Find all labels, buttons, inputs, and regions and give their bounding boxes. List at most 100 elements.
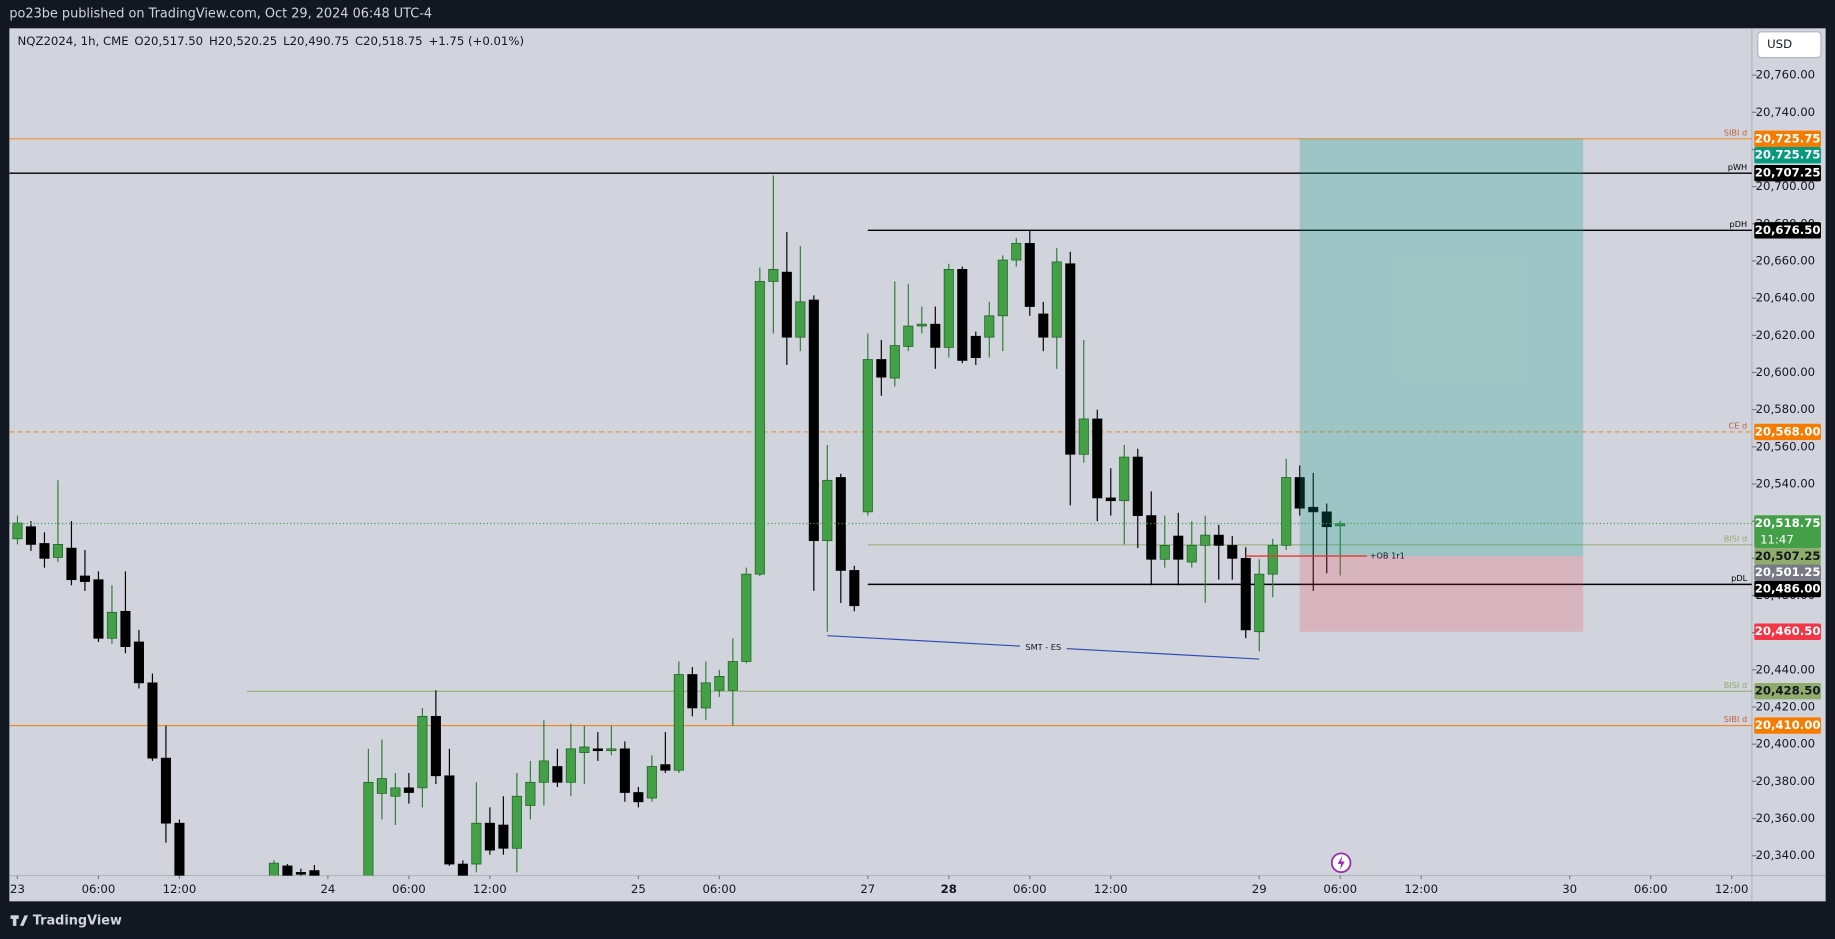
header: po23be published on TradingView.com, Oct… [9,7,432,22]
x-tick-label: 24 [320,882,335,896]
candle-body [403,787,414,793]
x-tick-label: 25 [631,882,646,896]
price-label: 20,568.00 [1755,424,1821,438]
legend-item: NQZ2024, 1h, CME [18,34,129,48]
candle-body [660,764,671,771]
candle-body [120,610,131,647]
candle-body [862,359,873,513]
legend-item: +1.75 (+0.01%) [428,34,524,48]
price-label-box [1754,423,1821,441]
price-label: 20,725.75 [1755,131,1821,145]
candle-body [781,271,792,338]
candle-body [79,575,90,582]
candle-body [417,715,428,789]
candle-body [457,863,468,876]
candle-body [1132,456,1143,516]
candle-body [25,526,36,545]
candle-body [714,676,725,691]
price-label: 20,707.25 [1755,166,1821,180]
y-tick-label: 20,440.00 [1756,662,1815,676]
y-tick-label: 20,380.00 [1756,774,1815,788]
price-label: 20,725.75 [1755,148,1821,162]
candle-body [444,775,455,865]
x-tick-label: 27 [860,882,875,896]
x-tick-label: 06:00 [702,882,736,896]
candle-body [633,792,644,803]
candle-body [1051,261,1062,338]
price-label-box [1754,130,1821,147]
candle-body [1267,544,1278,575]
y-tick-label: 20,400.00 [1756,737,1815,751]
price-label-box [1754,623,1821,640]
candle-body [997,259,1008,317]
price-label-box [1754,146,1821,164]
y-tick-label: 20,360.00 [1756,811,1815,825]
order-block-label: +OB 1r1 [1370,551,1405,561]
price-label-box [1754,515,1821,549]
price-label-box [1754,580,1821,598]
price-label: 20,501.25 [1755,565,1821,579]
candle-body [619,748,630,793]
smt-label: SMT - ES [1025,642,1061,652]
legend-item: L20,490.75 [283,34,349,48]
legend-item: C20,518.75 [355,34,423,48]
candle-body [1092,418,1103,499]
candle-body [808,299,819,542]
loss-zone [1299,556,1584,632]
candle-body [1146,515,1157,560]
candle-body [498,824,509,849]
candle-body [795,301,806,338]
x-tick-label: 12:00 [1404,882,1438,896]
price-label: 20,507.25 [1755,549,1821,563]
price-label: 20,428.50 [1755,684,1821,698]
currency[interactable]: USD [1767,37,1792,51]
plot-area: +OB 1r1 SMT - ES [9,138,1752,876]
candle-body [1159,544,1170,560]
candle-body [552,766,563,783]
candle-body [1200,534,1211,546]
candle-body [66,547,77,581]
candle-body [376,778,387,794]
smt-label-bg [1019,641,1067,654]
candle-body [943,268,954,348]
x-tick-label: 12:00 [163,882,197,896]
candle-body [1254,573,1265,633]
candle-body [1011,242,1022,261]
currency-button[interactable] [1757,31,1822,59]
price-label-box [1754,683,1821,700]
candle-body [484,822,495,851]
candle-body [1038,313,1049,338]
y-tick-label: 20,660.00 [1756,253,1815,267]
y-tick-label: 20,740.00 [1756,105,1815,119]
candle-body [606,748,617,752]
brand-logo [10,915,29,926]
price-label-box [1754,222,1821,239]
candle-body [903,325,914,347]
x-tick-label: 12:00 [1094,882,1128,896]
x-tick-label: 06:00 [82,882,116,896]
candle-body [957,268,968,361]
alert-icon[interactable] [1330,852,1352,873]
candle-body [363,781,374,876]
candle-body [430,715,441,777]
price-label-box [1754,564,1821,581]
candle-body [295,872,306,875]
candle-body [538,760,549,783]
level-name: CE d [1729,421,1748,431]
y-tick-label: 20,640.00 [1756,291,1815,305]
candle-body [822,479,833,542]
candle-body [687,674,698,709]
candle-body [133,641,144,684]
candle-body [646,766,657,799]
candle-body [160,757,171,824]
price-label: 20,676.50 [1755,223,1821,237]
candle-body [268,862,279,876]
candle-body [1294,477,1305,509]
candle-body [1281,477,1292,546]
y-tick-label: 20,340.00 [1756,848,1815,862]
price-label-box [1754,164,1821,182]
x-tick-label: 28 [941,882,957,896]
candle-body [565,748,576,783]
price-label: 20,518.75 [1755,516,1821,530]
